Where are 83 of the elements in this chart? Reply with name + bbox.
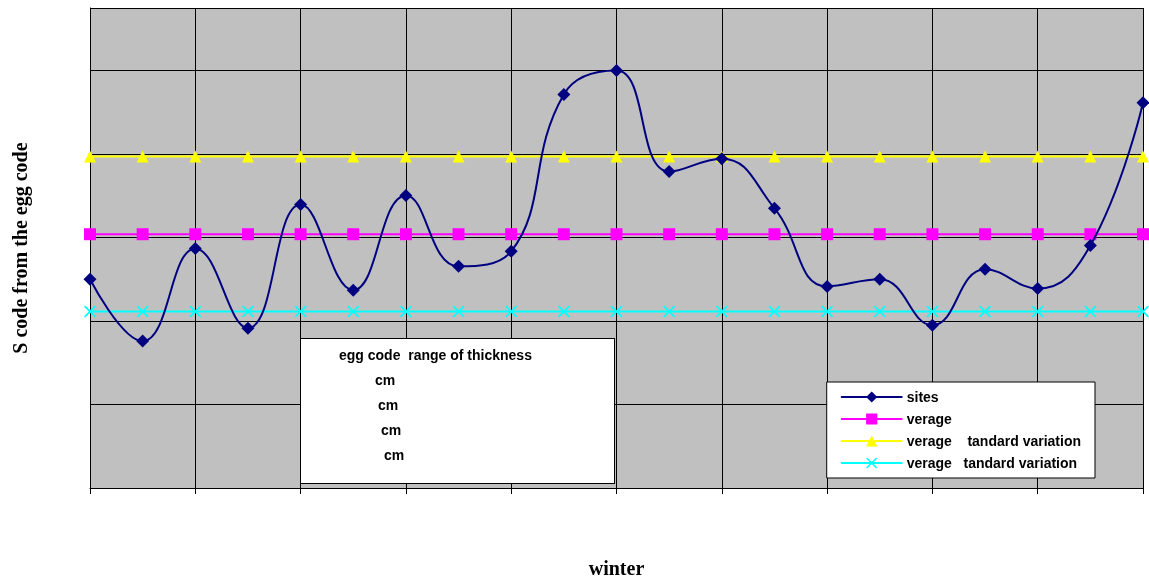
point <box>399 150 412 163</box>
annotation: cm <box>381 422 402 438</box>
point <box>926 228 939 241</box>
point <box>557 150 570 163</box>
legend-label: sites <box>906 389 939 405</box>
point <box>1031 281 1045 295</box>
point <box>979 150 992 163</box>
point <box>610 305 623 318</box>
point <box>768 228 781 241</box>
point <box>926 150 939 163</box>
point <box>715 228 728 241</box>
point <box>136 305 149 318</box>
point <box>873 228 886 241</box>
point <box>1137 228 1149 241</box>
point <box>663 228 676 241</box>
point <box>399 228 412 241</box>
point <box>294 198 308 212</box>
point <box>294 305 307 318</box>
legend-label: verage tandard variation <box>906 433 1082 449</box>
point <box>768 305 781 318</box>
point <box>346 283 360 297</box>
point <box>189 150 202 163</box>
point <box>347 228 360 241</box>
point <box>241 150 254 163</box>
point <box>83 272 97 286</box>
point <box>505 150 518 163</box>
point <box>873 272 887 286</box>
point <box>1084 305 1097 318</box>
point <box>452 228 465 241</box>
point <box>504 244 518 258</box>
point <box>925 318 939 332</box>
point <box>1083 239 1097 252</box>
point <box>662 165 676 179</box>
annotation: cm <box>378 397 399 413</box>
point <box>557 228 570 241</box>
point <box>294 228 307 241</box>
point <box>663 150 676 163</box>
point <box>347 305 360 318</box>
point <box>136 150 149 163</box>
point <box>505 228 518 241</box>
point <box>610 228 623 241</box>
point <box>189 305 202 318</box>
point <box>1031 150 1044 163</box>
point <box>84 228 96 241</box>
point <box>978 262 992 276</box>
point <box>452 259 466 273</box>
point <box>136 334 150 348</box>
point <box>1084 228 1097 241</box>
point <box>452 305 465 318</box>
point <box>1084 150 1097 163</box>
point <box>1031 305 1044 318</box>
point <box>767 201 781 215</box>
point <box>241 321 255 335</box>
point <box>189 228 202 241</box>
point <box>979 228 992 241</box>
point <box>294 150 307 163</box>
legend-label: verage tandard variation <box>906 455 1078 471</box>
point <box>1136 96 1149 110</box>
y-axis-title: S code from the egg code <box>9 142 32 354</box>
point <box>452 150 465 163</box>
point <box>821 150 834 163</box>
point <box>1137 150 1149 163</box>
point <box>1031 228 1044 241</box>
x-axis-title: winter <box>588 557 645 579</box>
annotation: cm <box>375 372 396 388</box>
legend-label: verage <box>906 411 953 427</box>
point <box>873 150 886 163</box>
point <box>347 150 360 163</box>
point <box>188 241 202 255</box>
point <box>557 87 571 101</box>
point <box>820 279 834 293</box>
point <box>241 228 254 241</box>
annotation: cm <box>384 447 405 463</box>
point <box>821 228 834 241</box>
point <box>926 305 939 318</box>
point <box>399 188 413 202</box>
point <box>768 150 781 163</box>
annotation: egg code range of thickness <box>339 347 532 363</box>
point <box>610 150 623 163</box>
point <box>84 150 96 163</box>
point <box>136 228 149 241</box>
point <box>610 64 623 78</box>
point <box>873 305 886 318</box>
